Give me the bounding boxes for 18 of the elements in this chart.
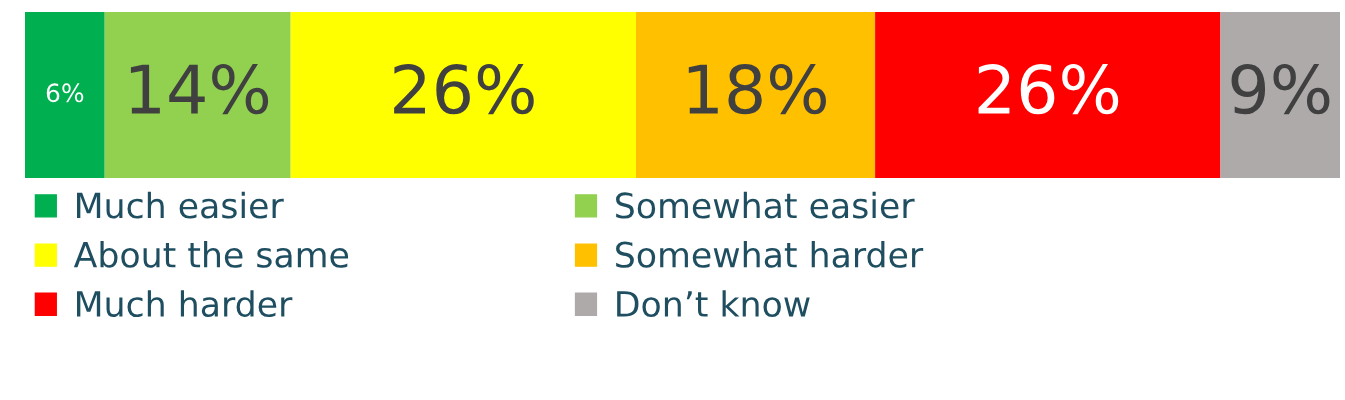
data-label: 6% [46, 83, 84, 103]
bar [636, 12, 876, 178]
legend-label: About the same [73, 240, 349, 268]
legend-label: Much harder [77, 290, 293, 318]
bar [290, 12, 637, 178]
legend-label: Somewhat easier [616, 191, 915, 219]
bar [1220, 12, 1340, 178]
data-label: 26% [394, 63, 534, 115]
legend-label: Somewhat harder [616, 240, 924, 268]
data-label: 14% [130, 63, 269, 115]
data-label: 9% [1231, 63, 1330, 115]
legend-label: Much easier [77, 191, 284, 219]
data-label: 18% [688, 63, 826, 115]
bar [25, 12, 105, 178]
data-label: 26% [978, 63, 1119, 115]
legend-label: Don’t know [617, 290, 810, 318]
bar [875, 12, 1221, 178]
bar [104, 12, 291, 178]
